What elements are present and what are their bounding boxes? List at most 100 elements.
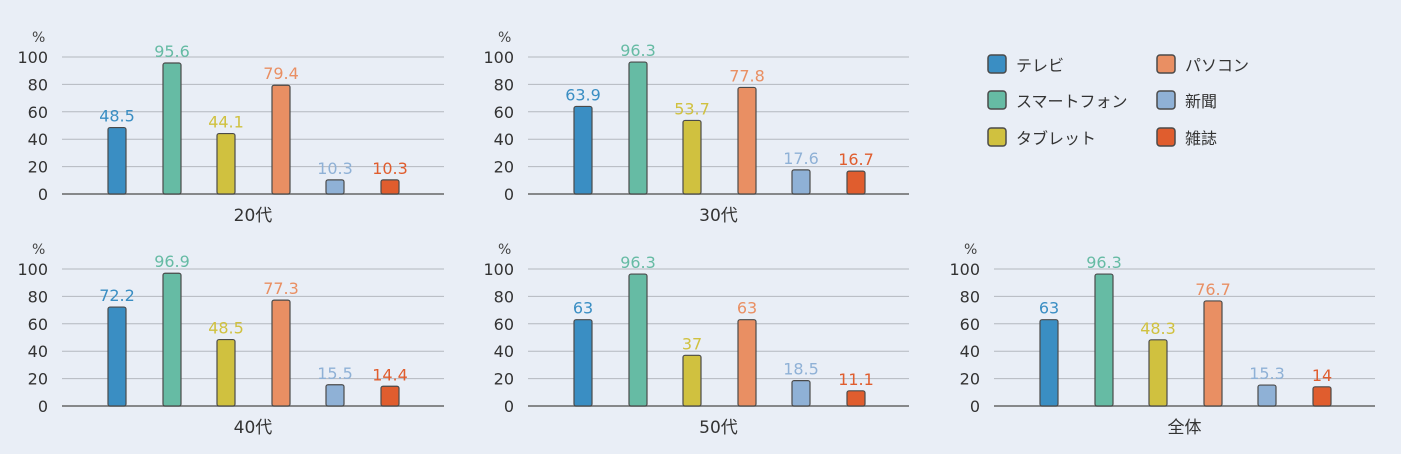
bar [573,105,593,195]
bar-value-label: 18.5 [783,360,819,379]
bar-value-label: 14 [1312,366,1332,385]
bar-value-label: 15.5 [317,364,353,383]
chart-panel: % 0 20 40 60 80 100 63 96.3 37 63 18.5 11.1 50代 [483,242,909,438]
y-axis-unit-label: % [498,242,511,258]
y-tick-label: 20 [28,158,48,177]
charts-layer: % 0 20 40 60 80 100 48.5 95.6 44.1 79.4 10.3 10.3 20代… [17,30,1375,438]
y-tick-label: 0 [504,185,514,204]
chart-group-label: 全体 [1168,418,1202,438]
bar-value-label: 14.4 [372,365,408,384]
y-tick-label: 100 [17,48,48,67]
bar [162,272,182,407]
bar-value-label: 53.7 [674,99,710,118]
y-tick-label: 60 [28,315,48,334]
y-tick-label: 100 [483,48,514,67]
chart-panel: % 0 20 40 60 80 100 72.2 96.9 48.5 77.3 15.5 14.4 40代 [17,242,444,438]
bar [1257,384,1277,407]
y-tick-label: 0 [38,185,48,204]
bar [737,319,757,407]
bar [1039,319,1059,407]
chart-panel: % 0 20 40 60 80 100 48.5 95.6 44.1 79.4 10.3 10.3 20代 [17,30,444,226]
bar-value-label: 96.9 [154,252,190,271]
y-tick-label: 60 [28,103,48,122]
bar-value-label: 63.9 [565,85,601,104]
legend-item: タブレット [987,127,1096,148]
bar [791,380,811,407]
y-tick-label: 100 [949,260,980,279]
chart-panel: % 0 20 40 60 80 100 63 96.3 48.3 76.7 15.3 14 全体 [949,242,1375,438]
bar-value-label: 37 [682,334,702,353]
chart-group-label: 30代 [699,206,738,226]
y-tick-label: 20 [494,370,514,389]
chart-group-label: 20代 [234,206,273,226]
bar-value-label: 63 [1039,299,1059,318]
bar-value-label: 48.5 [208,319,244,338]
legend-swatch [987,54,1007,74]
bar-value-label: 48.5 [99,107,135,126]
y-tick-label: 40 [28,130,48,149]
y-tick-label: 80 [494,75,514,94]
chart-group-label: 40代 [234,418,273,438]
bar [573,319,593,407]
bar-value-label: 96.3 [620,253,656,272]
y-tick-label: 40 [494,130,514,149]
bar-value-label: 48.3 [1140,319,1176,338]
bar-value-label: 77.3 [263,279,299,298]
legend-swatch [987,127,1007,147]
chart-group-label: 50代 [699,418,738,438]
bar-value-label: 77.8 [729,66,765,85]
bar-value-label: 79.4 [263,64,299,83]
bar-value-label: 44.1 [208,113,244,132]
bar-value-label: 15.3 [1249,364,1285,383]
legend-item: 雑誌 [1156,127,1217,148]
chart-panel: % 0 20 40 60 80 100 63.9 96.3 53.7 77.8 17.6 16.7 30代 [483,30,909,226]
bar-value-label: 96.3 [620,41,656,60]
bar [791,169,811,195]
bar-value-label: 63 [737,299,757,318]
y-tick-label: 40 [960,342,980,361]
bar [737,86,757,195]
legend-label: タブレット [1016,129,1096,148]
y-tick-label: 80 [494,287,514,306]
bar [325,384,345,407]
y-tick-label: 20 [494,158,514,177]
bar [682,119,702,195]
legend-item: スマートフォン [987,90,1128,111]
y-tick-label: 40 [494,342,514,361]
y-tick-label: 20 [960,370,980,389]
bar [216,132,236,195]
y-axis-unit-label: % [32,242,45,258]
legend-swatch [1156,54,1176,74]
bar-value-label: 72.2 [99,286,135,305]
bar-value-label: 96.3 [1086,253,1122,272]
y-axis-unit-label: % [964,242,977,258]
legend-swatch [1156,90,1176,110]
bar-value-label: 10.3 [372,159,408,178]
legend-swatch [1156,127,1176,147]
bar-value-label: 76.7 [1195,280,1231,299]
y-tick-label: 100 [17,260,48,279]
bar [1094,273,1114,407]
y-tick-label: 100 [483,260,514,279]
bar-value-label: 17.6 [783,149,819,168]
bar [628,61,648,195]
legend-swatch [987,90,1007,110]
y-axis-unit-label: % [32,30,45,46]
bar [216,338,236,407]
legend-label: 雑誌 [1185,129,1217,148]
bar-value-label: 63 [573,299,593,318]
bar [107,306,127,407]
bar [271,299,291,407]
bar-value-label: 10.3 [317,159,353,178]
legend-label: テレビ [1016,56,1064,75]
legend-item: テレビ [987,54,1064,75]
y-tick-label: 60 [960,315,980,334]
y-axis-unit-label: % [498,30,511,46]
bar [628,273,648,407]
bar-value-label: 16.7 [838,150,874,169]
bar-value-label: 11.1 [838,370,874,389]
bar [1203,300,1223,407]
y-tick-label: 80 [28,75,48,94]
